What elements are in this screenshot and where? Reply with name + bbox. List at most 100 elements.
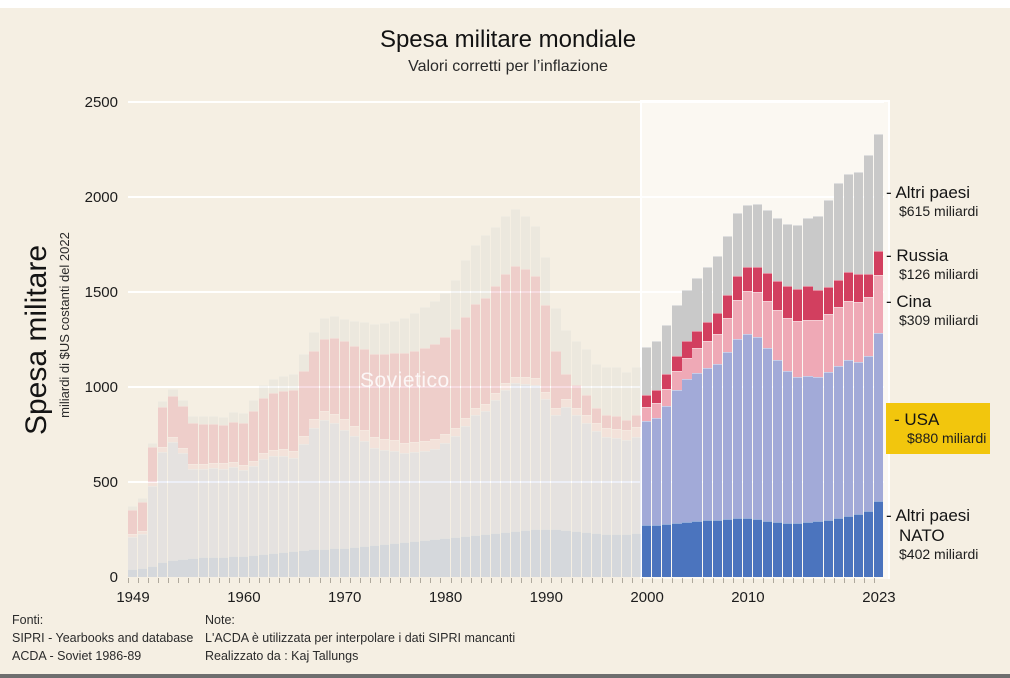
bar-segment-altri-paesi: [279, 375, 289, 391]
y-axis-unit: miliardi di $US costanti del 2022: [57, 232, 72, 418]
bar-segment-altri-paesi: [299, 353, 309, 372]
bar-segment-altri-paesi: [803, 217, 813, 287]
bar-segment-russia-sovietico-prima-del-1992: [692, 330, 702, 349]
bar-segment-russia-sovietico-prima-del-1992: [138, 502, 148, 531]
bar-segment-usa: [269, 456, 279, 554]
bar-segment-altri-paesi-nato: [793, 522, 803, 577]
stacked-bar-1983: [470, 245, 480, 577]
x-axis-minor-tick: [551, 578, 553, 583]
bar-segment-russia-sovietico-prima-del-1992: [349, 345, 359, 426]
bar-segment-cina: [672, 370, 682, 390]
stacked-bar-1961: [248, 399, 259, 577]
bar-segment-cina: [591, 422, 601, 431]
bar-segment-russia-sovietico-prima-del-1992: [289, 389, 299, 451]
bar-segment-usa: [319, 419, 329, 549]
bar-segment-cina: [218, 463, 228, 469]
bar-segment-russia-sovietico-prima-del-1992: [793, 289, 803, 322]
legend-label-line2: NATO: [899, 526, 945, 545]
bar-segment-cina: [480, 403, 490, 411]
bar-segment-russia-sovietico-prima-del-1992: [732, 275, 742, 300]
x-axis-tick-label-1949: 1949: [116, 589, 150, 606]
bar-segment-altri-paesi-nato: [470, 535, 480, 577]
bar-segment-usa: [420, 450, 430, 540]
bar-segment-altri-paesi-nato: [269, 553, 279, 577]
bar-segment-cina: [158, 446, 168, 452]
x-axis-minor-tick: [843, 578, 845, 583]
bar-segment-altri-paesi: [228, 412, 238, 422]
bar-segment-usa: [500, 389, 511, 533]
x-axis-minor-tick: [783, 578, 785, 583]
bar-segment-altri-paesi-nato: [238, 556, 249, 577]
bar-segment-russia-sovietico-prima-del-1992: [420, 348, 430, 442]
stacked-bar-2010: [742, 204, 753, 577]
bar-segment-cina: [843, 300, 853, 361]
bar-segment-russia-sovietico-prima-del-1992: [269, 392, 279, 450]
bar-segment-cina: [803, 319, 813, 376]
stacked-bar-2017: [813, 216, 823, 577]
bar-segment-altri-paesi-nato: [682, 521, 692, 577]
bar-segment-russia-sovietico-prima-del-1992: [480, 298, 490, 404]
bar-segment-usa: [238, 469, 249, 557]
stacked-bar-2012: [763, 210, 773, 577]
x-axis-minor-tick: [269, 578, 271, 583]
top-margin-strip: [0, 0, 1010, 8]
bar-segment-altri-paesi-nato: [380, 543, 390, 577]
x-axis-minor-tick: [259, 578, 261, 583]
x-axis-minor-tick: [319, 578, 321, 583]
x-axis-minor-tick: [218, 578, 220, 583]
stacked-bar-1967: [309, 332, 319, 577]
bar-segment-cina: [420, 441, 430, 451]
bar-segment-cina: [793, 321, 803, 377]
bar-segment-altri-paesi-nato: [662, 523, 672, 577]
bar-segment-altri-paesi-nato: [248, 555, 259, 577]
bar-segment-cina: [148, 481, 158, 486]
bar-segment-russia-sovietico-prima-del-1992: [339, 341, 349, 420]
bar-segment-cina: [259, 453, 269, 460]
bar-segment-cina: [692, 348, 702, 373]
bar-segment-usa: [178, 452, 188, 559]
bar-segment-usa: [329, 423, 339, 549]
legend-item-russia: - Russia $126 miliardi: [886, 246, 978, 282]
x-axis-minor-tick: [541, 578, 543, 583]
bar-segment-usa: [642, 420, 652, 526]
bar-segment-altri-paesi: [551, 307, 561, 352]
bar-segment-altri-paesi-nato: [611, 533, 622, 577]
footer-sources-line: SIPRI - Yearbooks and database: [12, 631, 194, 645]
legend-item-altri-paesi: - Altri paesi $615 miliardi: [886, 183, 978, 219]
x-axis-minor-tick: [732, 578, 734, 583]
bar-segment-altri-paesi: [500, 216, 511, 274]
x-axis-minor-tick: [742, 578, 744, 583]
stacked-bar-1973: [369, 324, 380, 577]
bar-segment-usa: [581, 423, 591, 533]
bar-segment-usa: [803, 375, 813, 522]
bar-segment-altri-paesi-nato: [390, 542, 400, 577]
x-axis-minor-tick: [380, 578, 381, 583]
bar-segment-altri-paesi: [561, 329, 571, 375]
x-axis-minor-tick: [722, 578, 724, 583]
bar-segment-cina: [440, 433, 450, 444]
x-axis-tick-label-1960: 1960: [227, 589, 261, 606]
stacked-bar-1962: [259, 385, 269, 577]
bar-segment-cina: [551, 408, 561, 416]
bar-segment-altri-paesi: [783, 223, 793, 287]
bar-segment-altri-paesi-nato: [561, 530, 571, 577]
bar-segment-russia-sovietico-prima-del-1992: [198, 424, 208, 464]
footer-notes-title: Note:: [205, 613, 235, 627]
bar-segment-altri-paesi: [289, 373, 299, 390]
stacked-bar-2015: [793, 224, 803, 577]
x-axis-minor-tick: [752, 578, 754, 583]
bar-segment-altri-paesi-nato: [511, 531, 521, 577]
bar-segment-altri-paesi-nato: [128, 569, 138, 577]
bar-segment-altri-paesi: [863, 155, 874, 274]
footer-notes-line: L'ACDA è utilizzata per interpolare i da…: [205, 631, 516, 645]
x-axis-minor-tick: [642, 578, 644, 583]
bar-segment-usa: [833, 366, 843, 519]
stacked-bar-1997: [611, 367, 622, 577]
bar-segment-altri-paesi-nato: [480, 534, 490, 577]
x-axis-minor-tick: [591, 578, 593, 583]
bar-segment-usa: [228, 467, 238, 557]
bar-segment-russia-sovietico-prima-del-1992: [632, 415, 642, 427]
bar-segment-russia-sovietico-prima-del-1992: [390, 352, 400, 441]
bar-segment-russia-sovietico-prima-del-1992: [450, 329, 460, 429]
bar-segment-altri-paesi-nato: [208, 557, 218, 577]
